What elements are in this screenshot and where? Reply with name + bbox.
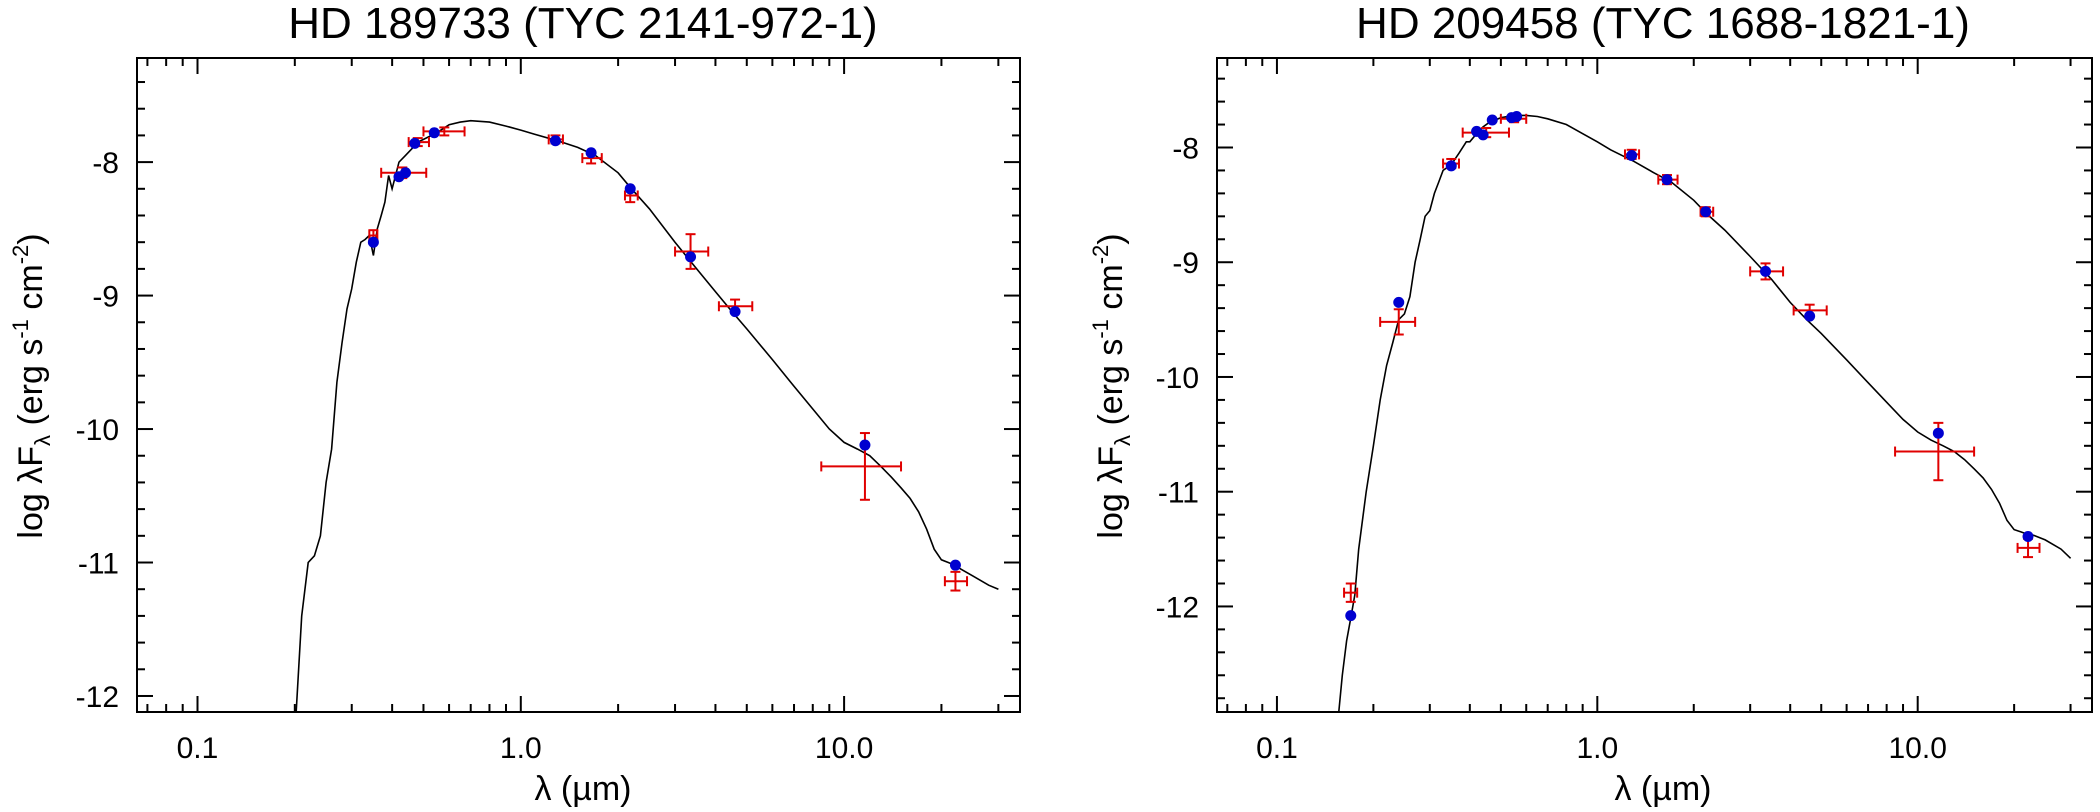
x-tick-label: 0.1 [1256, 732, 1298, 765]
model-point [367, 236, 379, 248]
x-axis-label: λ (µm) [534, 770, 631, 808]
y-axis-label-sub: λ [30, 435, 55, 446]
model-point [1700, 206, 1712, 218]
y-tick-label: -9 [92, 281, 119, 314]
x-tick-label: 1.0 [1576, 732, 1618, 765]
model-point [1445, 160, 1457, 172]
model-point [400, 167, 412, 179]
model-point [2022, 530, 2034, 542]
y-tick-label: -9 [1172, 247, 1199, 280]
observed-point [1343, 582, 1359, 603]
y-tick-label: -12 [76, 681, 119, 714]
observed-point [943, 570, 969, 592]
x-tick-label: 10.0 [815, 732, 873, 765]
y-axis-label-unit-open: (erg s [12, 339, 50, 435]
y-axis-label-unit-open: (erg s [1092, 339, 1130, 435]
chart-title: HD 209458 (TYC 1688-1821-1) [1356, 0, 1970, 48]
plot-frame [1216, 57, 2093, 713]
model-point [1477, 129, 1489, 141]
model-point [549, 135, 561, 147]
plot-frame [136, 57, 1021, 713]
model-point [729, 306, 741, 318]
y-axis-label: log λFλ (erg s-1 cm-2) [8, 233, 55, 538]
model-point [1804, 310, 1816, 322]
x-axis-label: λ (µm) [1614, 770, 1711, 808]
model-point [1486, 114, 1498, 126]
observed-point [1379, 308, 1417, 336]
y-tick-label: -11 [1158, 477, 1199, 510]
y-axis-label-sub: λ [1110, 435, 1135, 446]
y-axis-label-unit-mid: cm [1092, 264, 1130, 319]
plot-area: 0.1 1.0 10.0 -12 -11 -10 -9 -8 [76, 57, 1021, 765]
model-point [685, 251, 697, 263]
model-point [585, 147, 597, 159]
x-tick-label: 10.0 [1888, 732, 1946, 765]
chart-title: HD 189733 (TYC 2141-972-1) [288, 0, 877, 48]
y-tick-label: -10 [76, 414, 119, 447]
model-spectrum-line [295, 119, 999, 712]
y-axis-label-main: log λF [1092, 446, 1130, 539]
model-point [1760, 265, 1772, 277]
y-tick-label: -11 [78, 548, 119, 581]
model-point [428, 127, 440, 139]
y-axis-label-sup1: -1 [1088, 319, 1113, 339]
plot-area: 0.1 1.0 10.0 -12 -11 -10 -9 -8 [1156, 57, 2093, 765]
y-axis-label-unit-mid: cm [12, 264, 50, 319]
y-tick-label: -12 [1156, 591, 1199, 624]
y-tick-label: -10 [1156, 362, 1199, 395]
model-point [1626, 150, 1638, 162]
svg-text:log λFλ (erg s-1 cm-2): log λFλ (erg s-1 cm-2) [8, 233, 55, 538]
y-axis-label-sup1: -1 [8, 319, 33, 339]
y-axis-label-sup2: -2 [1088, 245, 1113, 265]
svg-text:log λFλ (erg s-1 cm-2): log λFλ (erg s-1 cm-2) [1088, 233, 1135, 538]
chart-panel-2: HD 209458 (TYC 1688-1821-1) log λFλ (erg… [1088, 0, 2093, 808]
model-point [624, 183, 636, 195]
model-spectrum-line [1337, 114, 2072, 712]
y-axis-label: log λFλ (erg s-1 cm-2) [1088, 233, 1135, 538]
model-point [1345, 610, 1357, 622]
model-point [859, 439, 871, 451]
x-tick-label: 0.1 [177, 732, 219, 765]
model-point [1661, 174, 1673, 186]
chart-panel-1: HD 189733 (TYC 2141-972-1) log λFλ (erg … [8, 0, 1021, 808]
y-axis-label-unit-close: ) [12, 233, 50, 244]
model-point [1932, 427, 1944, 439]
model-point [1393, 296, 1405, 308]
x-tick-label: 1.0 [500, 732, 542, 765]
y-axis-label-unit-close: ) [1092, 233, 1130, 244]
y-axis-label-sup2: -2 [8, 245, 33, 265]
y-axis-label-main: log λF [12, 446, 50, 539]
y-tick-label: -8 [1172, 132, 1199, 165]
model-point [1511, 111, 1523, 123]
y-tick-label: -8 [92, 147, 119, 180]
model-point [949, 559, 961, 571]
model-point [409, 137, 421, 149]
